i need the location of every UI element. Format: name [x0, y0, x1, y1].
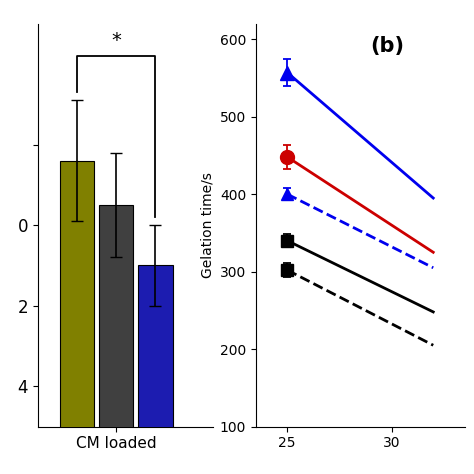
Bar [138, 265, 173, 474]
Y-axis label: Gelation time/s: Gelation time/s [201, 172, 214, 278]
Text: *: * [111, 31, 121, 50]
Bar [60, 161, 94, 474]
Text: (b): (b) [371, 36, 405, 56]
Bar [99, 205, 134, 474]
